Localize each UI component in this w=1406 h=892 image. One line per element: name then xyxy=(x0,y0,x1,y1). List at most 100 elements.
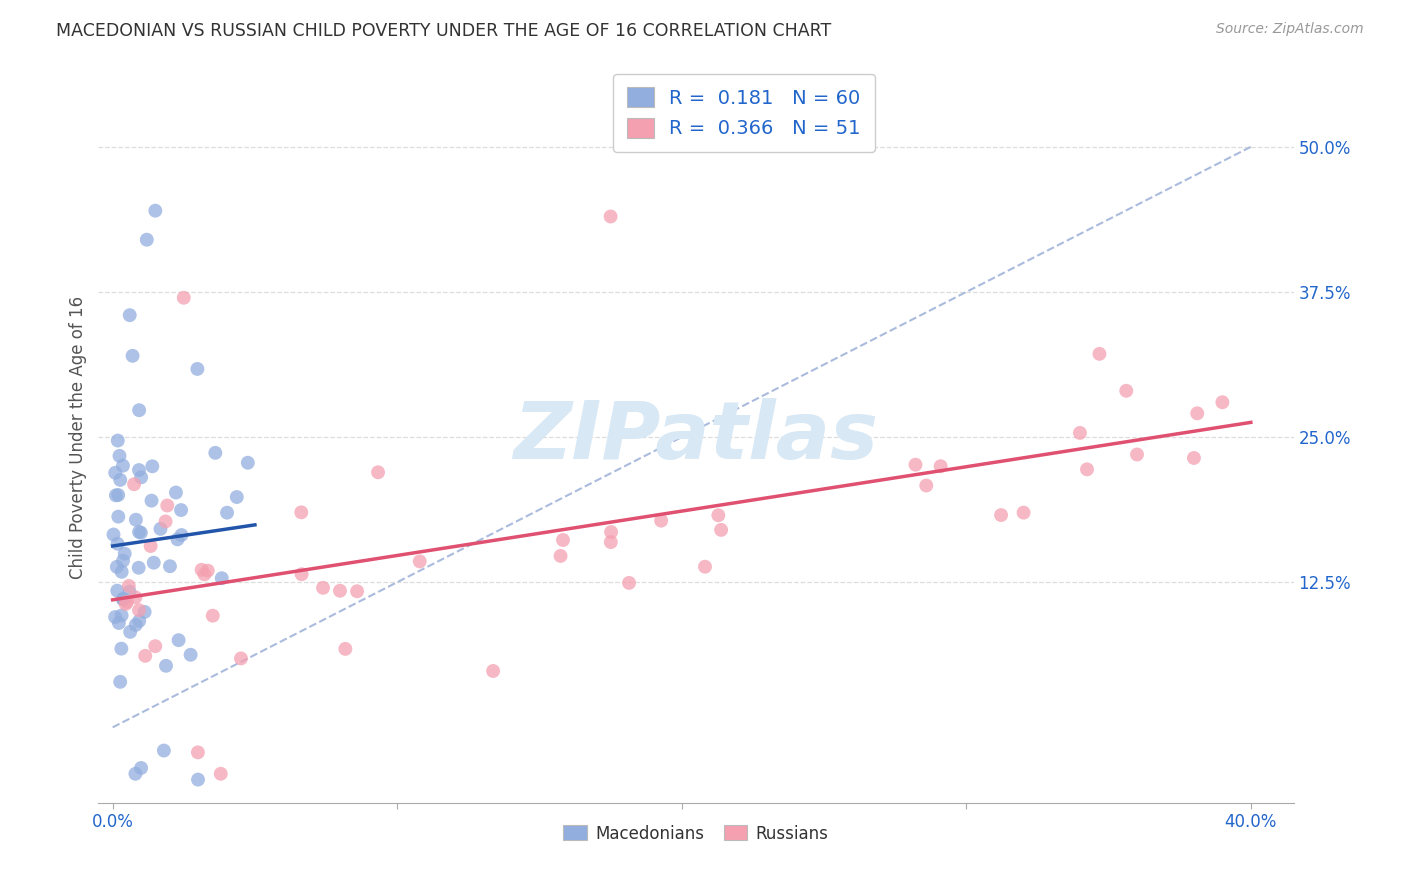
Point xyxy=(141,493,163,508)
Point xyxy=(114,547,136,561)
Point xyxy=(105,559,128,574)
Point xyxy=(904,458,927,472)
Point xyxy=(167,633,190,648)
Point xyxy=(118,308,141,322)
Point xyxy=(211,571,233,585)
Point xyxy=(107,434,129,448)
Point xyxy=(128,614,150,628)
Point xyxy=(139,539,162,553)
Point xyxy=(1211,395,1233,409)
Point xyxy=(105,583,128,598)
Point xyxy=(707,508,730,523)
Point xyxy=(115,595,138,609)
Point xyxy=(142,556,165,570)
Point xyxy=(180,648,202,662)
Point xyxy=(170,528,193,542)
Point xyxy=(335,641,357,656)
Point xyxy=(128,560,150,574)
Point xyxy=(149,522,172,536)
Point xyxy=(128,403,150,417)
Point xyxy=(103,527,125,541)
Point xyxy=(1076,462,1098,476)
Point xyxy=(124,766,146,780)
Point xyxy=(121,349,143,363)
Point xyxy=(710,523,733,537)
Point xyxy=(551,533,574,547)
Point xyxy=(135,233,157,247)
Point xyxy=(193,567,215,582)
Legend: Macedonians, Russians: Macedonians, Russians xyxy=(557,818,835,849)
Point xyxy=(201,608,224,623)
Point xyxy=(107,537,129,551)
Point xyxy=(166,533,188,547)
Point xyxy=(118,584,141,599)
Point xyxy=(1012,506,1035,520)
Point xyxy=(990,508,1012,522)
Point xyxy=(165,485,187,500)
Point xyxy=(125,513,148,527)
Text: Source: ZipAtlas.com: Source: ZipAtlas.com xyxy=(1216,22,1364,37)
Point xyxy=(1088,347,1111,361)
Point xyxy=(291,567,314,582)
Point xyxy=(128,603,150,617)
Point xyxy=(225,490,247,504)
Point xyxy=(122,477,145,491)
Point xyxy=(915,478,938,492)
Point xyxy=(108,674,131,689)
Point xyxy=(346,584,368,599)
Point xyxy=(104,488,127,502)
Point xyxy=(129,525,152,540)
Point xyxy=(134,605,156,619)
Point xyxy=(118,579,141,593)
Point xyxy=(125,618,148,632)
Point xyxy=(129,470,152,484)
Point xyxy=(599,535,621,549)
Text: ZIPatlas: ZIPatlas xyxy=(513,398,879,476)
Point xyxy=(187,745,209,759)
Point xyxy=(141,459,163,474)
Point xyxy=(111,554,134,568)
Point xyxy=(599,210,621,224)
Point xyxy=(170,503,193,517)
Point xyxy=(112,591,135,606)
Point xyxy=(1182,450,1205,465)
Point xyxy=(290,505,312,519)
Point xyxy=(229,651,252,665)
Point xyxy=(108,449,131,463)
Point xyxy=(409,554,432,568)
Point xyxy=(1115,384,1137,398)
Point xyxy=(190,563,212,577)
Point xyxy=(143,639,166,653)
Point xyxy=(120,624,142,639)
Point xyxy=(550,549,572,563)
Point xyxy=(124,591,146,605)
Point xyxy=(128,524,150,539)
Point xyxy=(153,743,176,757)
Point xyxy=(104,466,127,480)
Point xyxy=(1126,448,1149,462)
Point xyxy=(111,592,134,607)
Point xyxy=(1187,406,1209,420)
Point xyxy=(1069,425,1091,440)
Point xyxy=(187,772,209,787)
Point xyxy=(600,524,623,539)
Point xyxy=(159,559,181,574)
Point xyxy=(156,499,179,513)
Point xyxy=(155,658,177,673)
Point xyxy=(107,509,129,524)
Point xyxy=(617,575,640,590)
Point xyxy=(104,610,127,624)
Point xyxy=(111,608,134,623)
Point xyxy=(128,463,150,477)
Point xyxy=(650,514,672,528)
Point xyxy=(186,362,208,376)
Point xyxy=(367,465,389,479)
Y-axis label: Child Poverty Under the Age of 16: Child Poverty Under the Age of 16 xyxy=(69,295,87,579)
Point xyxy=(111,565,134,579)
Point xyxy=(929,459,952,474)
Point xyxy=(312,581,335,595)
Point xyxy=(693,559,716,574)
Point xyxy=(204,446,226,460)
Point xyxy=(215,506,238,520)
Point xyxy=(143,203,166,218)
